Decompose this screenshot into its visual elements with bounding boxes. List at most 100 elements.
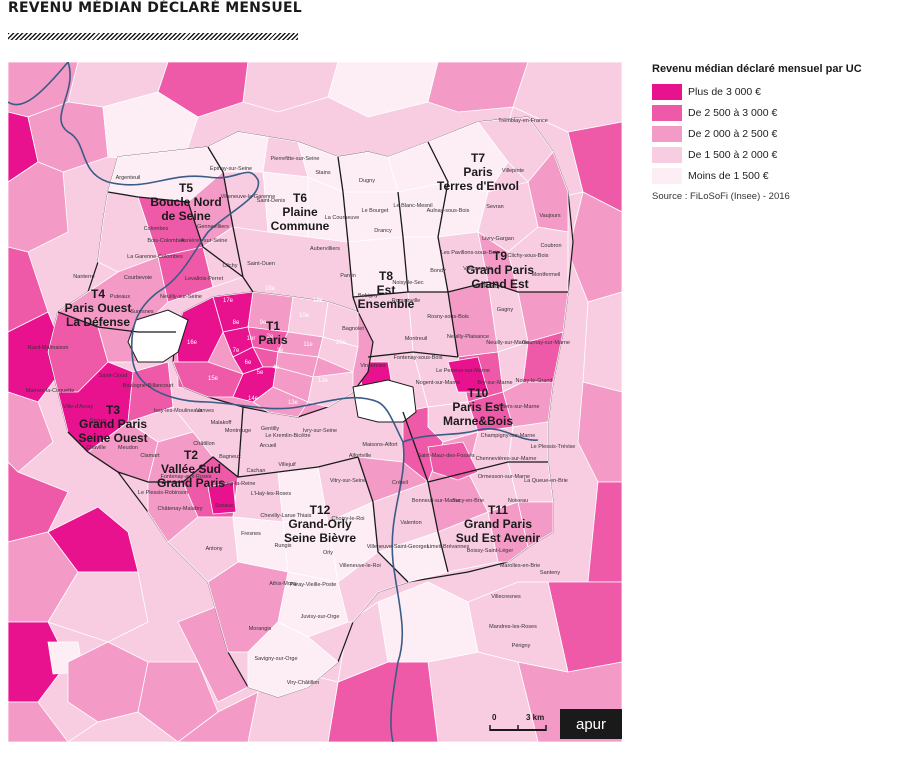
- svg-text:La Courneuve: La Courneuve: [325, 215, 360, 221]
- paris: [127, 291, 417, 423]
- svg-text:Aubervilliers: Aubervilliers: [310, 246, 340, 252]
- svg-text:Fresnes: Fresnes: [241, 531, 261, 537]
- choropleth-map[interactable]: T5 Boucle Nord de Seine T6 Plaine Commune T7…: [8, 62, 622, 742]
- t9-code: T9: [493, 249, 507, 263]
- svg-text:Malakoff: Malakoff: [211, 420, 232, 426]
- svg-text:Ville-d'Avray: Ville-d'Avray: [63, 404, 93, 410]
- svg-text:Villeneuve-la-Garenne: Villeneuve-la-Garenne: [221, 194, 276, 200]
- svg-text:3e: 3e: [277, 348, 284, 354]
- bois-de-vincennes: [352, 379, 417, 423]
- svg-text:4e: 4e: [273, 365, 280, 371]
- svg-text:9e: 9e: [260, 320, 267, 326]
- svg-text:Vitry-sur-Seine: Vitry-sur-Seine: [330, 478, 366, 484]
- svg-text:apur: apur: [576, 716, 606, 733]
- svg-text:Montfermeil: Montfermeil: [532, 272, 561, 278]
- svg-text:Villepinte: Villepinte: [502, 168, 524, 174]
- svg-text:Bobigny: Bobigny: [358, 293, 378, 299]
- svg-text:Rungis: Rungis: [274, 543, 291, 549]
- svg-text:Noisy-le-Sec: Noisy-le-Sec: [392, 280, 423, 286]
- svg-text:19e: 19e: [313, 298, 324, 304]
- svg-text:Coubron: Coubron: [540, 243, 561, 249]
- territory-labels: T5 Boucle Nord de Seine T6 Plaine Commune T7…: [65, 151, 541, 545]
- svg-text:Sèvres: Sèvres: [89, 418, 106, 424]
- t5-code: T5: [179, 181, 193, 195]
- svg-text:Neuilly-sur-Marne: Neuilly-sur-Marne: [486, 340, 529, 346]
- svg-text:14e: 14e: [248, 396, 259, 402]
- map-canvas: T5 Boucle Nord de Seine T6 Plaine Commune T7…: [8, 62, 622, 742]
- svg-text:Neuilly-sur-Seine: Neuilly-sur-Seine: [160, 294, 202, 300]
- svg-text:Arcueil: Arcueil: [260, 443, 277, 449]
- legend-item: Moins de 1 500 €: [652, 165, 907, 186]
- svg-text:8e: 8e: [233, 320, 240, 326]
- svg-text:Aulnay-sous-Bois: Aulnay-sous-Bois: [427, 208, 470, 214]
- svg-text:Saint-Cloud: Saint-Cloud: [99, 373, 128, 379]
- svg-text:Suresnes: Suresnes: [130, 309, 153, 315]
- svg-text:Argenteuil: Argenteuil: [116, 175, 141, 181]
- svg-text:17e: 17e: [223, 298, 234, 304]
- svg-text:15e: 15e: [208, 376, 219, 382]
- bois-de-boulogne: [127, 309, 189, 363]
- svg-text:6e: 6e: [245, 360, 252, 366]
- svg-text:Les Pavillons-sous-Bois: Les Pavillons-sous-Bois: [441, 250, 500, 256]
- source-note: Source : FiLoSoFi (Insee) - 2016: [652, 191, 790, 202]
- svg-text:20e: 20e: [336, 340, 347, 346]
- svg-text:Marnes-la-Coquette: Marnes-la-Coquette: [26, 388, 75, 394]
- svg-text:Orly: Orly: [323, 550, 333, 556]
- t4-code: T4: [91, 287, 105, 301]
- svg-text:12e: 12e: [318, 378, 329, 384]
- svg-text:Saint-Maur-des-Fossés: Saint-Maur-des-Fossés: [417, 453, 474, 459]
- legend-item: De 2 500 à 3 000 €: [652, 102, 907, 123]
- legend-label: De 2 500 à 3 000 €: [688, 106, 778, 119]
- svg-text:Fontenay-aux-Roses: Fontenay-aux-Roses: [160, 474, 211, 480]
- svg-text:Cachan: Cachan: [247, 468, 266, 474]
- svg-text:Clichy: Clichy: [223, 263, 238, 269]
- t3-code: T3: [106, 403, 120, 417]
- legend-label: Plus de 3 000 €: [688, 85, 761, 98]
- svg-text:Créteil: Créteil: [392, 480, 408, 486]
- svg-text:Dugny: Dugny: [359, 178, 375, 184]
- t11-code: T11: [488, 503, 508, 517]
- svg-text:1er: 1er: [247, 336, 256, 342]
- svg-text:Neuilly-Plaisance: Neuilly-Plaisance: [447, 334, 489, 340]
- svg-text:Puteaux: Puteaux: [110, 294, 130, 300]
- svg-text:Sucy-en-Brie: Sucy-en-Brie: [452, 498, 484, 504]
- title-underline-hatch: [8, 33, 298, 40]
- svg-text:Le Bourget: Le Bourget: [362, 208, 389, 214]
- svg-text:Mandres-les-Roses: Mandres-les-Roses: [489, 624, 537, 630]
- svg-text:Boissy-Saint-Léger: Boissy-Saint-Léger: [467, 548, 514, 554]
- legend-item: De 1 500 à 2 000 €: [652, 144, 907, 165]
- svg-text:Livry-Gargan: Livry-Gargan: [482, 236, 514, 242]
- svg-text:7e: 7e: [233, 348, 240, 354]
- svg-text:Châtillon: Châtillon: [193, 441, 214, 447]
- svg-text:Bagnolet: Bagnolet: [342, 326, 364, 332]
- svg-text:Le Raincy: Le Raincy: [476, 284, 501, 290]
- svg-text:Choisy-le-Roi: Choisy-le-Roi: [331, 516, 364, 522]
- svg-text:Asnières-sur-Seine: Asnières-sur-Seine: [181, 238, 228, 244]
- svg-text:Villejuif: Villejuif: [278, 462, 296, 468]
- legend-title: Revenu médian déclaré mensuel par UC: [652, 63, 862, 75]
- svg-text:Montreuil: Montreuil: [405, 336, 428, 342]
- t10-code: T10: [468, 386, 489, 400]
- legend-label: De 1 500 à 2 000 €: [688, 148, 778, 161]
- svg-text:Le Kremlin-Bicêtre: Le Kremlin-Bicêtre: [265, 433, 310, 439]
- svg-text:Villecresnes: Villecresnes: [491, 594, 521, 600]
- svg-text:Noisy-le-Grand: Noisy-le-Grand: [516, 378, 553, 384]
- svg-text:Romainville: Romainville: [392, 298, 420, 304]
- metropolis-communes: [47, 116, 569, 698]
- svg-text:Bourg-la-Reine: Bourg-la-Reine: [219, 481, 256, 487]
- svg-text:16e: 16e: [187, 340, 198, 346]
- t1-name: Paris: [258, 333, 288, 347]
- svg-text:Périgny: Périgny: [512, 643, 531, 649]
- svg-text:Juvisy-sur-Orge: Juvisy-sur-Orge: [301, 614, 340, 620]
- svg-text:Drancy: Drancy: [374, 228, 392, 234]
- svg-text:Bondy: Bondy: [430, 268, 446, 274]
- legend-label: De 2 000 à 2 500 €: [688, 127, 778, 140]
- svg-text:Tremblay-en-France: Tremblay-en-France: [498, 118, 548, 124]
- svg-text:Valenton: Valenton: [400, 520, 421, 526]
- t7-code: T7: [471, 151, 485, 165]
